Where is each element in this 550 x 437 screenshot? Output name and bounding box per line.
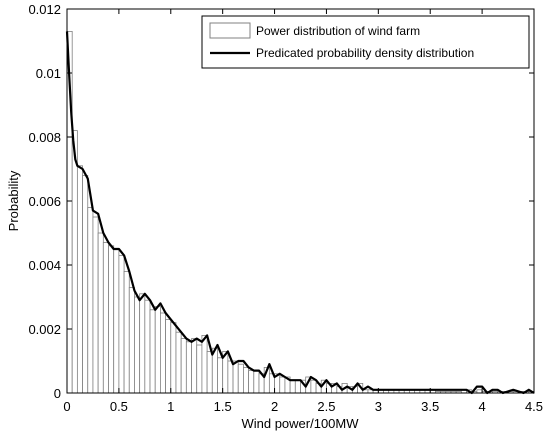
y-tick-label: 0.006 bbox=[28, 194, 61, 209]
histogram-bar bbox=[279, 376, 286, 394]
histogram-bar bbox=[227, 360, 234, 394]
legend: Power distribution of wind farm Predicat… bbox=[201, 15, 530, 69]
histogram-bar bbox=[92, 216, 99, 394]
x-tick-label: 1.5 bbox=[214, 399, 232, 414]
density-line bbox=[65, 31, 535, 395]
y-tick-label: 0 bbox=[54, 386, 61, 401]
histogram-bar bbox=[206, 350, 213, 394]
histogram-bar bbox=[118, 254, 125, 394]
y-axis-ticks: 0 0.002 0.004 0.006 0.008 0.01 0.012 bbox=[28, 2, 534, 401]
histogram-bar bbox=[154, 306, 161, 394]
histogram-bar bbox=[76, 165, 83, 394]
x-tick-label: 0 bbox=[63, 399, 70, 414]
legend-box bbox=[201, 15, 530, 69]
y-tick-label: 0.004 bbox=[28, 258, 61, 273]
x-tick-label: 2 bbox=[271, 399, 278, 414]
histogram-bar bbox=[217, 357, 224, 394]
histogram-bar bbox=[123, 270, 130, 394]
histogram-bar bbox=[310, 379, 317, 394]
histogram-bar bbox=[294, 379, 301, 394]
histogram-bar bbox=[289, 379, 296, 394]
histogram-bar bbox=[191, 338, 198, 394]
x-tick-label: 3 bbox=[375, 399, 382, 414]
histogram-bar bbox=[180, 338, 187, 394]
histogram-bar bbox=[144, 299, 151, 394]
histogram-bar bbox=[97, 232, 104, 394]
histogram-bar bbox=[128, 286, 135, 394]
x-tick-label: 4.5 bbox=[525, 399, 543, 414]
y-tick-label: 0.01 bbox=[36, 66, 61, 81]
histogram-bar bbox=[159, 312, 166, 394]
x-tick-label: 4 bbox=[478, 399, 485, 414]
x-tick-label: 1 bbox=[167, 399, 174, 414]
histogram-bar bbox=[82, 174, 89, 394]
histogram-bar bbox=[232, 360, 239, 394]
histogram-bar bbox=[108, 245, 115, 394]
histogram-bar bbox=[165, 318, 172, 394]
histogram-bar bbox=[196, 344, 203, 394]
histogram-bar bbox=[185, 341, 192, 394]
x-axis-label: Wind power/100MW bbox=[241, 416, 359, 431]
histogram-bar bbox=[139, 293, 146, 394]
histogram-bar bbox=[201, 334, 208, 394]
x-tick-label: 3.5 bbox=[421, 399, 439, 414]
y-tick-label: 0.008 bbox=[28, 130, 61, 145]
histogram-bar bbox=[113, 248, 120, 394]
legend-bar-swatch bbox=[209, 22, 251, 39]
legend-label-line: Predicated probability density distribut… bbox=[256, 46, 474, 60]
x-axis-ticks: 0 0.5 1 1.5 2 2.5 3 3.5 4 4.5 bbox=[63, 9, 543, 414]
y-tick-label: 0.012 bbox=[28, 2, 61, 17]
histogram-bar bbox=[170, 322, 177, 394]
histogram-bar bbox=[71, 130, 78, 394]
histogram-bar bbox=[149, 309, 156, 394]
histogram-bar bbox=[87, 206, 94, 394]
histogram-bar bbox=[243, 366, 250, 394]
x-tick-label: 0.5 bbox=[110, 399, 128, 414]
x-tick-label: 2.5 bbox=[317, 399, 335, 414]
histogram-bar bbox=[134, 296, 141, 394]
legend-label-bars: Power distribution of wind farm bbox=[256, 24, 420, 38]
y-axis-label: Probability bbox=[6, 170, 21, 231]
y-tick-label: 0.002 bbox=[28, 322, 61, 337]
histogram-bar bbox=[253, 370, 260, 394]
histogram-bar bbox=[175, 331, 182, 394]
histogram-bar bbox=[102, 242, 109, 394]
histogram-bar bbox=[248, 370, 255, 394]
histogram-bar bbox=[237, 363, 244, 394]
